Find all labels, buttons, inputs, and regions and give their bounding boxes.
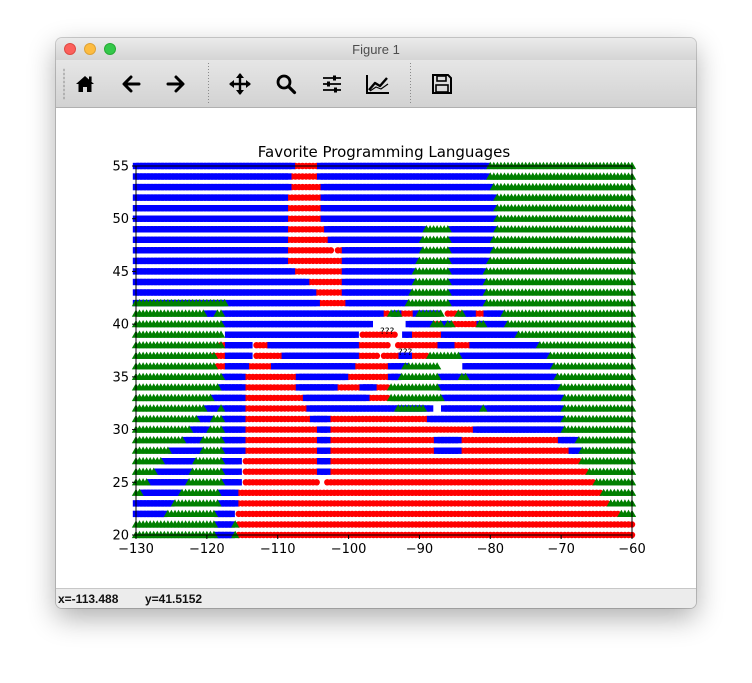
data-point: [384, 342, 391, 349]
data-point: [235, 479, 242, 486]
data-point: [448, 342, 455, 349]
toolbar-separator: [208, 62, 209, 105]
data-point: [239, 447, 246, 454]
minimize-window-button[interactable]: [84, 43, 96, 55]
zoom-button[interactable]: [271, 70, 301, 98]
save-button[interactable]: [427, 70, 457, 98]
data-point: [239, 426, 246, 433]
chart-title: Favorite Programming Languages: [258, 143, 511, 161]
data-point: [235, 458, 242, 465]
zoom-window-button[interactable]: [104, 43, 116, 55]
home-button[interactable]: [70, 70, 100, 98]
data-point: [366, 320, 373, 328]
data-point: [324, 436, 331, 444]
data-point: [348, 363, 356, 370]
toolbar-grip[interactable]: [63, 68, 65, 100]
data-point: [246, 352, 253, 359]
toolbar-separator: [410, 62, 411, 105]
data-point: [232, 500, 239, 507]
navigation-toolbar: [56, 60, 696, 108]
data-point: [242, 363, 249, 370]
data-point: [239, 405, 246, 412]
configure-subplots-button[interactable]: [317, 70, 347, 98]
forward-button[interactable]: [161, 70, 191, 98]
data-point: [313, 479, 320, 486]
move-icon: [229, 73, 251, 95]
data-point: [324, 415, 331, 423]
close-window-button[interactable]: [64, 43, 76, 55]
data-point: [373, 352, 381, 359]
data-point: [426, 405, 434, 412]
edit-axis-button[interactable]: [363, 70, 393, 98]
data-point: [228, 510, 235, 518]
data-point: [235, 468, 242, 475]
data-point: [331, 384, 338, 391]
data-point: [285, 183, 292, 191]
data-point: [239, 384, 246, 391]
data-point: [281, 215, 288, 222]
data-point: [455, 447, 462, 454]
data-point: [281, 247, 288, 254]
data-point: [239, 415, 246, 423]
figure-canvas[interactable]: Favorite Programming Languages ??? ??? −…: [56, 108, 696, 588]
back-arrow-icon: [122, 75, 141, 93]
data-point: [352, 331, 359, 338]
data-point: [377, 310, 384, 317]
back-button[interactable]: [116, 70, 146, 98]
data-point: [352, 342, 359, 349]
sliders-icon: [323, 75, 341, 93]
data-point: [288, 268, 296, 275]
data-point: [239, 373, 246, 381]
trend-line-icon: [366, 75, 389, 94]
data-point: [391, 331, 398, 338]
data-point: [324, 468, 331, 475]
figure-window: Figure 1: [56, 38, 696, 608]
title-bar: Figure 1: [56, 38, 696, 60]
data-point: [281, 194, 288, 201]
floppy-disk-icon: [432, 74, 452, 94]
data-point: [313, 299, 320, 307]
magnifier-icon: [276, 74, 297, 95]
window-title: Figure 1: [352, 42, 400, 57]
data-point: [239, 436, 246, 444]
data-point: [302, 278, 310, 286]
data-point: [232, 489, 239, 496]
data-point: [309, 289, 317, 296]
data-point: [281, 205, 288, 212]
data-point: [352, 352, 359, 359]
data-point: [281, 226, 288, 233]
data-point: [469, 310, 476, 317]
data-point: [246, 342, 253, 349]
data-point: [239, 394, 246, 402]
data-point: [324, 447, 331, 454]
data-point: [285, 173, 292, 180]
data-point: [405, 331, 412, 338]
data-point: [455, 436, 462, 444]
scatter-chart[interactable]: Favorite Programming Languages ??? ??? −…: [56, 108, 696, 588]
forward-arrow-icon: [166, 75, 185, 93]
data-point: [370, 384, 377, 391]
data-point: [281, 257, 288, 265]
data-point: [324, 458, 331, 465]
data-point: [281, 236, 288, 243]
data-point: [363, 394, 370, 402]
data-point: [324, 426, 331, 433]
data-point: [341, 373, 349, 381]
pan-button[interactable]: [225, 70, 255, 98]
home-icon: [76, 76, 94, 92]
data-point: [327, 247, 335, 254]
